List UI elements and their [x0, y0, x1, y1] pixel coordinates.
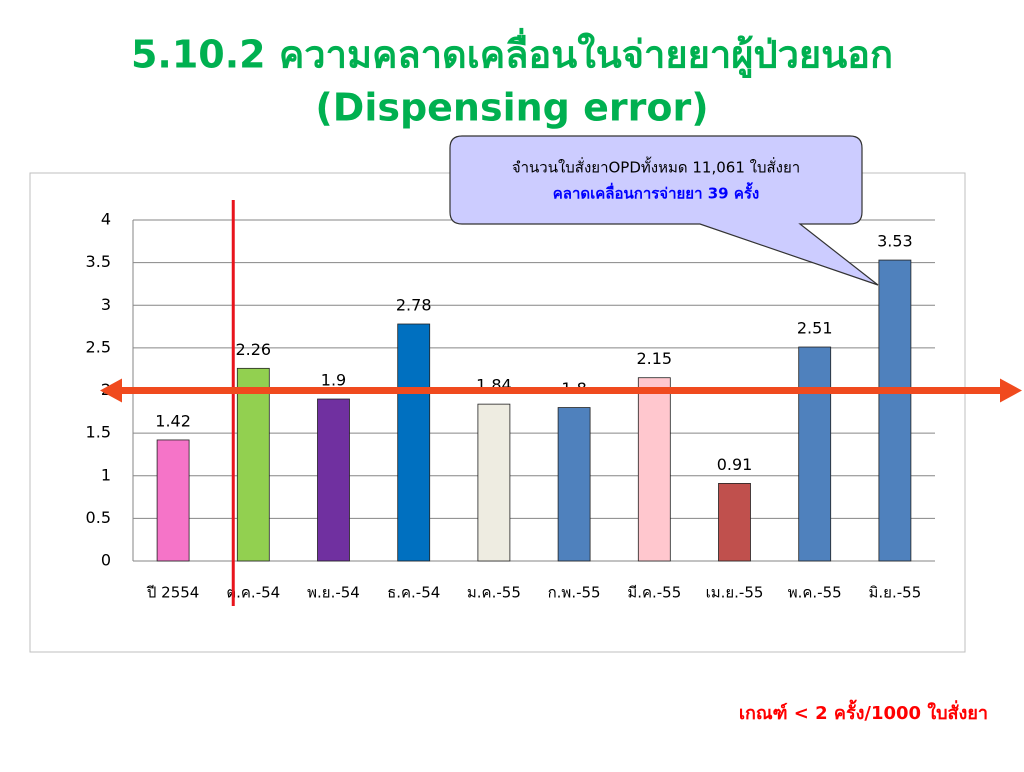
x-tick-label: มิ.ย.-55	[869, 584, 922, 602]
plot: 00.511.522.533.54ปี 25541.42ต.ค.-542.26พ…	[86, 200, 1022, 606]
x-tick-label: เม.ย.-55	[706, 584, 764, 602]
x-tick-label: ม.ค.-55	[467, 584, 521, 602]
title-line: 5.10.2 ความคลาดเคลื่อนในจ่ายยาผู้ป่วยนอก	[131, 28, 893, 79]
y-tick-label: 2.5	[86, 337, 111, 356]
y-tick-label: 3	[101, 295, 111, 314]
callout-box	[449, 135, 879, 286]
bar	[637, 377, 671, 562]
bar	[557, 407, 591, 562]
criterion-note: เกณฑ์ < 2 ครั้ง/1000 ใบสั่งยา	[739, 699, 988, 724]
callout-text: จำนวนใบสั่งยาOPDทั้งหมด 11,061 ใบสั่งยา	[512, 157, 800, 177]
y-tick-label: 0.5	[86, 508, 111, 527]
x-tick-label: ก.พ.-55	[548, 584, 601, 602]
bar	[397, 323, 431, 562]
data-label: 1.9	[321, 371, 346, 390]
x-tick-label: มี.ค.-55	[627, 584, 681, 602]
x-tick-label: พ.ค.-55	[788, 584, 842, 602]
data-label: 1.42	[155, 411, 191, 430]
y-tick-label: 1.5	[86, 423, 111, 442]
data-label: 2.51	[797, 319, 833, 338]
x-tick-label: ต.ค.-54	[226, 584, 280, 602]
y-tick-label: 0	[101, 551, 111, 570]
y-tick-label: 1	[101, 465, 111, 484]
threshold-arrowhead	[1000, 378, 1022, 403]
bar	[718, 483, 751, 562]
x-tick-label: ธ.ค.-54	[387, 584, 440, 602]
bar	[798, 346, 832, 562]
y-tick-label: 3.5	[86, 252, 111, 271]
y-tick-label: 4	[101, 210, 111, 229]
callout-text: คลาดเคลื่อนการจ่ายยา 39 ครั้ง	[553, 182, 760, 203]
bar	[878, 259, 912, 562]
bar	[477, 403, 511, 562]
x-tick-label: พ.ย.-54	[307, 584, 360, 602]
bar	[236, 367, 270, 562]
data-label: 2.78	[396, 296, 432, 315]
threshold-arrowhead	[100, 378, 122, 403]
data-label: 2.26	[235, 340, 271, 359]
bar	[156, 439, 190, 562]
data-label: 2.15	[636, 349, 672, 368]
data-label: 0.91	[717, 455, 753, 474]
x-tick-label: ปี 2554	[146, 584, 199, 602]
bar	[317, 398, 350, 562]
title-line: (Dispensing error)	[315, 86, 708, 130]
data-label: 3.53	[877, 232, 913, 251]
